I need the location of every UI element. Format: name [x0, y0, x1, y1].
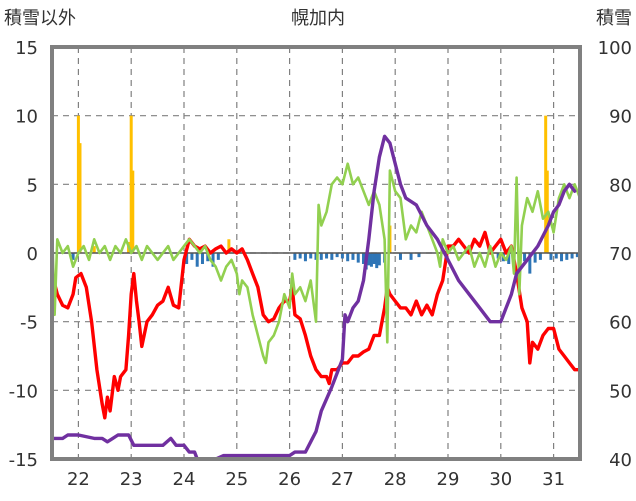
- y-tick-label-right: 100: [598, 38, 632, 59]
- x-tick-label: 29: [437, 469, 460, 490]
- negative-bar: [200, 253, 204, 264]
- negative-bar: [330, 253, 334, 260]
- x-tick-label: 28: [384, 469, 407, 490]
- temperature-line: [50, 230, 582, 420]
- x-tick-label: 22: [67, 469, 90, 490]
- negative-bar: [372, 253, 376, 264]
- negative-bar: [190, 253, 194, 260]
- negative-bar: [351, 253, 355, 260]
- negative-bar: [575, 253, 579, 258]
- x-tick-label: 31: [542, 469, 565, 490]
- precip-bar: [92, 246, 96, 253]
- wind-line: [50, 162, 582, 365]
- negative-bar: [398, 253, 402, 260]
- negative-bar: [319, 253, 323, 260]
- negative-bar: [303, 253, 307, 262]
- y-tick-label-left: -15: [9, 450, 38, 471]
- negative-bar: [340, 253, 344, 259]
- precip-bar: [131, 170, 135, 253]
- chart-title: 幌加内: [291, 8, 345, 29]
- precip-bar: [544, 115, 548, 254]
- series-lines: [50, 134, 582, 461]
- y-tick-label-right: 40: [609, 450, 632, 471]
- precip-bar: [78, 143, 82, 253]
- y-tick-label-left: 15: [15, 38, 38, 59]
- negative-bar: [325, 253, 329, 259]
- x-tick-label: 30: [489, 469, 512, 490]
- negative-bar: [533, 253, 537, 263]
- x-tick-label: 25: [225, 469, 248, 490]
- negative-bar: [560, 253, 564, 262]
- negative-bar: [417, 253, 421, 258]
- negative-bar: [496, 253, 500, 259]
- negative-bar: [538, 253, 542, 260]
- negative-bar: [367, 253, 371, 266]
- precip-bar: [227, 239, 231, 253]
- y-tick-label-right: 60: [609, 313, 632, 334]
- y-tick-label-right: 80: [609, 175, 632, 196]
- negative-bar: [206, 253, 210, 262]
- x-tick-label: 26: [278, 469, 301, 490]
- negative-bar: [293, 253, 297, 260]
- x-tick-label: 27: [331, 469, 354, 490]
- negative-bar: [298, 253, 302, 259]
- left-axis-label: 積雪以外: [4, 8, 76, 29]
- y-tick-label-right: 50: [609, 381, 632, 402]
- negative-bar: [565, 253, 569, 260]
- negative-bar: [309, 253, 313, 259]
- negative-bar: [523, 253, 527, 262]
- negative-bar: [335, 253, 339, 258]
- negative-bar: [211, 253, 215, 267]
- y-tick-label-left: -10: [9, 381, 38, 402]
- negative-bar: [216, 253, 220, 260]
- y-tick-label-right: 70: [609, 244, 632, 265]
- snow_depth-line: [50, 134, 577, 461]
- negative-bar: [549, 253, 553, 260]
- precip-bar: [129, 115, 133, 254]
- y-tick-label-left: 5: [27, 175, 38, 196]
- right-axis-label: 積雪: [596, 8, 632, 29]
- negative-bar: [185, 253, 189, 264]
- negative-bar: [377, 253, 381, 266]
- negative-bar: [375, 253, 379, 269]
- negative-bar: [314, 253, 318, 260]
- negative-bar: [409, 253, 413, 260]
- y-tick-label-right: 90: [609, 107, 632, 128]
- plot-frame: [50, 45, 582, 461]
- negative-bar: [362, 253, 366, 264]
- negative-bar: [528, 253, 532, 274]
- negative-bar: [507, 253, 511, 264]
- negative-bar: [554, 253, 558, 259]
- precip-bar: [76, 115, 80, 254]
- y-tick-label-left: 10: [15, 107, 38, 128]
- y-tick-label-left: 0: [27, 244, 38, 265]
- negative-bar: [369, 253, 373, 267]
- y-tick-label-left: -5: [20, 313, 38, 334]
- negative-bar: [71, 253, 75, 260]
- x-tick-label: 24: [173, 469, 196, 490]
- negative-bar: [346, 253, 350, 262]
- negative-bar: [356, 253, 360, 263]
- negative-bar: [195, 253, 199, 267]
- x-tick-label: 23: [120, 469, 143, 490]
- negative-bar: [570, 253, 574, 259]
